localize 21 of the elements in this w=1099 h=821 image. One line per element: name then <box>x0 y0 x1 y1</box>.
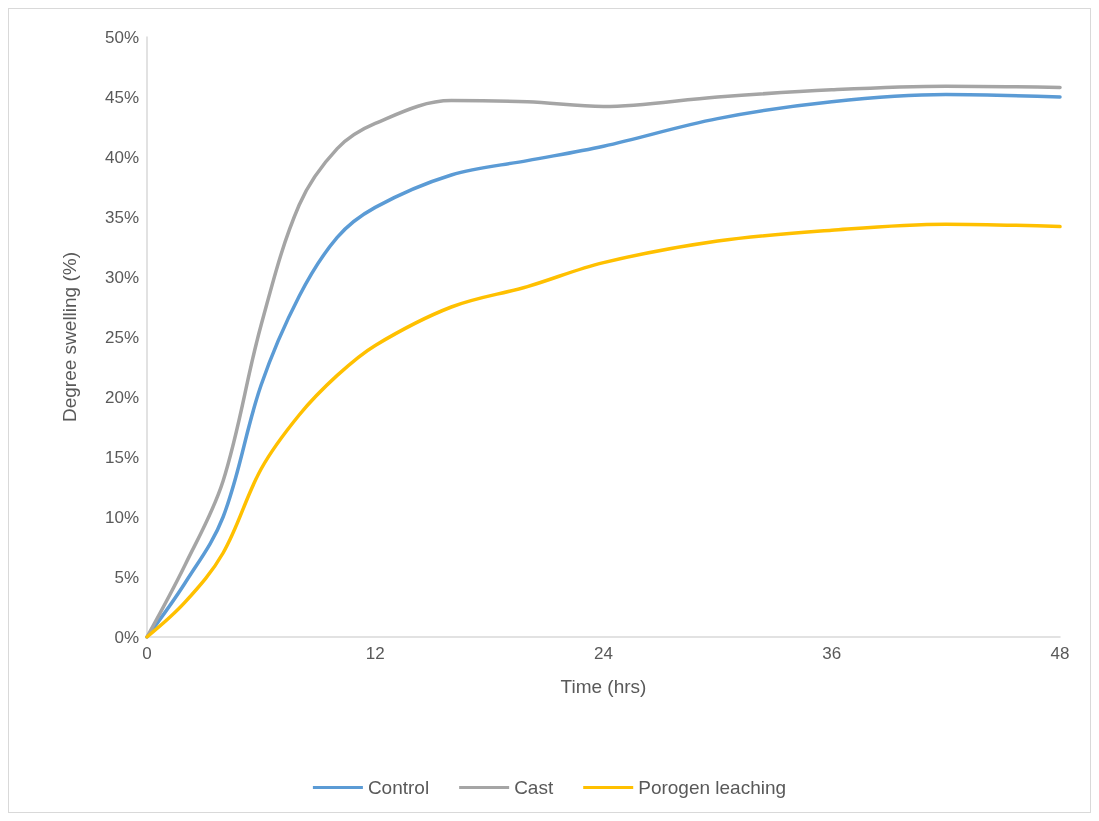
x-tick-label: 36 <box>822 644 842 663</box>
y-tick-label: 35% <box>104 207 139 227</box>
legend-label: Cast <box>514 777 554 798</box>
x-tick-label: 24 <box>594 644 613 663</box>
y-tick-label: 45% <box>104 87 139 107</box>
y-tick-label: 15% <box>104 447 139 467</box>
x-axis-title: Time (hrs) <box>560 676 647 697</box>
y-tick-label: 40% <box>104 147 139 167</box>
x-tick-label: 12 <box>365 644 385 663</box>
y-axis-title: Degree swelling (%) <box>59 251 80 423</box>
y-tick-label: 0% <box>114 627 139 647</box>
y-tick-label: 10% <box>104 507 139 527</box>
y-tick-label: 50% <box>104 27 139 47</box>
y-tick-label: 20% <box>104 387 139 407</box>
y-tick-label: 25% <box>104 327 139 347</box>
y-tick-label: 5% <box>114 567 139 587</box>
x-tick-label: 48 <box>1050 644 1070 663</box>
legend-label: Control <box>367 777 430 798</box>
x-tick-label: 0 <box>142 644 152 663</box>
legend-label: Porogen leaching <box>638 777 787 798</box>
y-tick-label: 30% <box>104 267 139 287</box>
